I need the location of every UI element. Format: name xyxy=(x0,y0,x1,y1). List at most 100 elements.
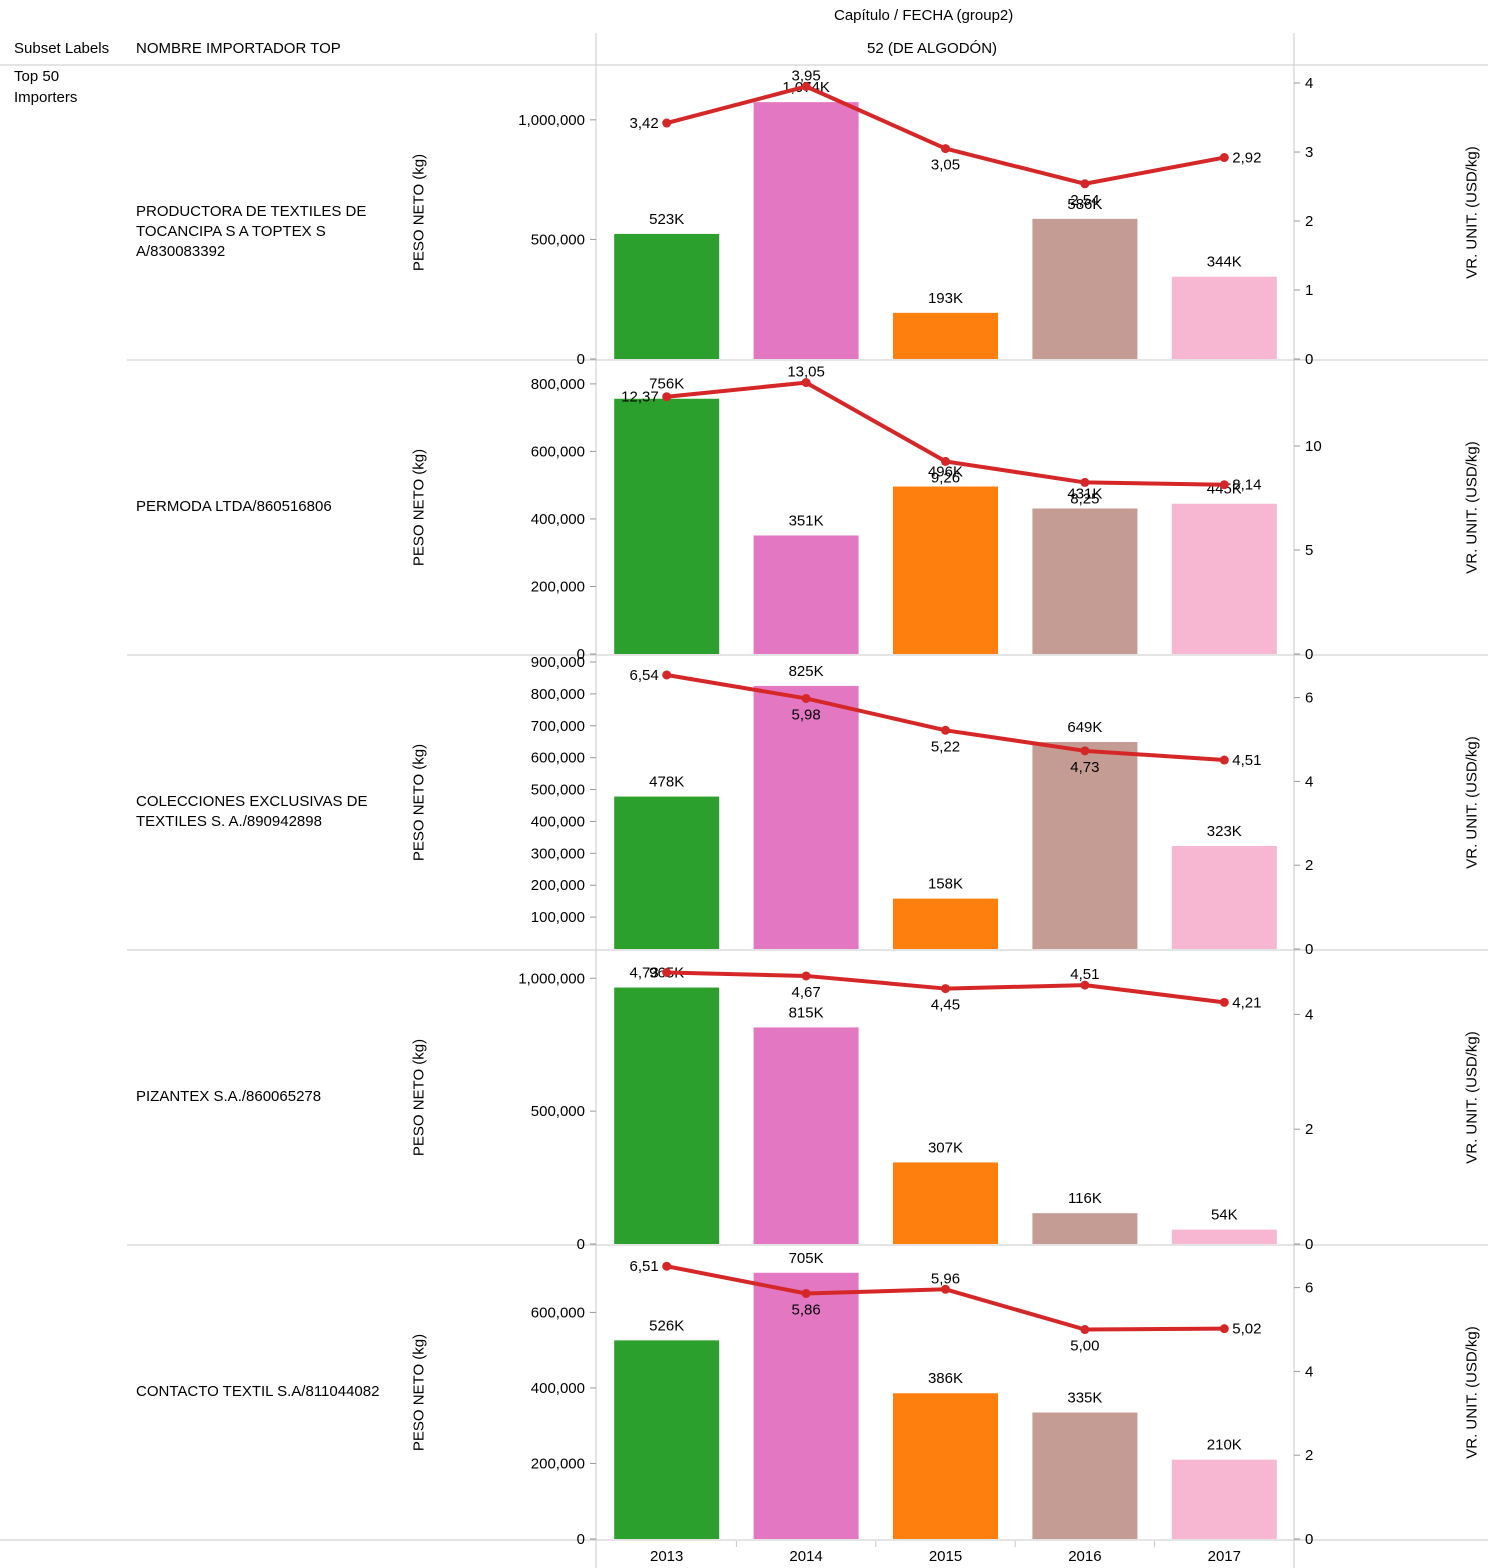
left-tick-label: 500,000 xyxy=(531,231,585,248)
vr-unit-point xyxy=(801,1288,811,1298)
left-tick-label: 400,000 xyxy=(531,813,585,830)
left-tick-label: 400,000 xyxy=(531,1380,585,1397)
bar xyxy=(614,1340,720,1539)
bar xyxy=(753,102,859,359)
vr-unit-label: 5,96 xyxy=(931,1270,960,1287)
right-tick-label: 2 xyxy=(1305,1447,1313,1464)
vr-unit-point xyxy=(801,693,811,703)
vr-unit-point xyxy=(1219,755,1229,765)
vr-unit-point xyxy=(1219,997,1229,1007)
left-tick-label: 700,000 xyxy=(531,718,585,735)
x-tick-label: 2016 xyxy=(1068,1548,1101,1565)
bar-value-label: 815K xyxy=(789,1004,824,1021)
bar xyxy=(1171,276,1277,359)
bar-value-label: 54K xyxy=(1211,1207,1238,1224)
vr-unit-label: 6,54 xyxy=(629,667,658,684)
left-axis-title: PESO NETO (kg) xyxy=(410,1038,428,1156)
vr-unit-label: 5,00 xyxy=(1070,1338,1099,1355)
left-tick-label: 800,000 xyxy=(531,686,585,703)
vr-unit-point xyxy=(662,670,672,680)
left-tick-label: 0 xyxy=(577,1236,585,1253)
right-tick-label: 6 xyxy=(1305,1280,1313,1297)
vr-unit-point xyxy=(801,81,811,91)
bar-value-label: 158K xyxy=(928,876,963,893)
right-tick-label: 2 xyxy=(1305,1121,1313,1138)
bar-value-label: 335K xyxy=(1067,1389,1102,1406)
bar-value-label: 323K xyxy=(1207,823,1242,840)
chapter-header: 52 (DE ALGODÓN) xyxy=(867,40,998,57)
left-tick-label: 600,000 xyxy=(531,750,585,767)
vr-unit-label: 2,92 xyxy=(1232,150,1261,167)
subset-labels-header: Subset Labels xyxy=(14,40,110,57)
left-axis-title: PESO NETO (kg) xyxy=(410,153,428,271)
left-tick-label: 600,000 xyxy=(531,443,585,460)
importer-label: PERMODA LTDA/860516806 xyxy=(136,498,332,515)
right-axis-title: VR. UNIT. (USD/kg) xyxy=(1463,1325,1481,1459)
vr-unit-label: 4,67 xyxy=(791,984,820,1001)
bar-value-label: 344K xyxy=(1207,254,1242,271)
vr-unit-point xyxy=(1080,1325,1090,1335)
right-tick-label: 4 xyxy=(1305,1363,1313,1380)
vr-unit-point xyxy=(941,984,950,994)
vr-unit-point xyxy=(941,144,950,154)
vr-unit-label: 5,98 xyxy=(791,706,820,723)
vr-unit-label: 3,05 xyxy=(931,157,960,174)
bar-value-label: 431K xyxy=(1067,485,1102,502)
bar xyxy=(893,898,998,949)
right-tick-label: 0 xyxy=(1305,1531,1313,1548)
bar-value-label: 523K xyxy=(649,211,684,228)
vr-unit-label: 4,21 xyxy=(1232,994,1261,1011)
right-tick-label: 2 xyxy=(1305,857,1313,874)
bar xyxy=(753,685,859,949)
bar xyxy=(1032,508,1138,654)
left-tick-label: 300,000 xyxy=(531,845,585,862)
vr-unit-label: 4,51 xyxy=(1070,966,1099,983)
left-tick-label: 600,000 xyxy=(531,1304,585,1321)
vr-unit-label: 8,25 xyxy=(1070,490,1099,507)
vr-unit-label: 5,86 xyxy=(791,1301,820,1318)
bar-value-label: 478K xyxy=(649,774,684,791)
bar xyxy=(614,398,720,654)
left-tick-label: 100,000 xyxy=(531,909,585,926)
bar xyxy=(753,1272,859,1539)
bar xyxy=(1171,845,1277,949)
bar-value-label: 386K xyxy=(928,1370,963,1387)
vr-unit-label: 4,73 xyxy=(629,964,658,981)
vr-unit-label: 13,05 xyxy=(787,364,825,381)
bar-value-label: 526K xyxy=(649,1317,684,1334)
vr-unit-label: 9,26 xyxy=(931,469,960,486)
bar xyxy=(614,233,720,359)
bar-value-label: 705K xyxy=(789,1250,824,1267)
right-tick-label: 4 xyxy=(1305,773,1313,790)
right-tick-label: 5 xyxy=(1305,542,1313,559)
right-tick-label: 0 xyxy=(1305,941,1313,958)
right-tick-label: 6 xyxy=(1305,690,1313,707)
bar xyxy=(1032,1412,1138,1539)
column-dimension-title: Capítulo / FECHA (group2) xyxy=(834,7,1014,24)
left-tick-label: 0 xyxy=(577,1531,585,1548)
x-tick-label: 2013 xyxy=(650,1548,683,1565)
vr-unit-label: 5,02 xyxy=(1232,1321,1261,1338)
vr-unit-point xyxy=(662,967,672,977)
x-tick-label: 2014 xyxy=(789,1548,822,1565)
left-tick-label: 400,000 xyxy=(531,511,585,528)
vr-unit-label: 4,73 xyxy=(1070,759,1099,776)
right-axis-title: VR. UNIT. (USD/kg) xyxy=(1463,440,1481,574)
left-tick-label: 200,000 xyxy=(531,578,585,595)
bar-value-label: 307K xyxy=(928,1139,963,1156)
left-axis-title: PESO NETO (kg) xyxy=(410,743,428,861)
vr-unit-point xyxy=(662,392,672,402)
importer-label: PIZANTEX S.A./860065278 xyxy=(136,1088,322,1105)
vr-unit-point xyxy=(801,378,811,388)
vr-unit-label: 5,22 xyxy=(931,738,960,755)
vr-unit-label: 12,37 xyxy=(621,389,659,406)
x-tick-label: 2017 xyxy=(1208,1548,1241,1565)
importer-header: NOMBRE IMPORTADOR TOP xyxy=(136,40,341,57)
x-tick-label: 2015 xyxy=(929,1548,962,1565)
bar xyxy=(893,1393,998,1539)
vr-unit-point xyxy=(801,971,811,981)
vr-unit-label: 3,95 xyxy=(791,67,820,84)
vr-unit-point xyxy=(1219,1324,1229,1334)
right-axis-title: VR. UNIT. (USD/kg) xyxy=(1463,1030,1481,1164)
